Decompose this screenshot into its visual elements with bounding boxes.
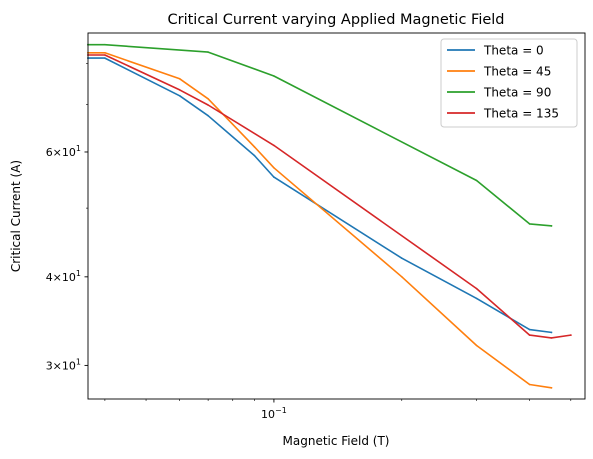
legend-label-2: Theta = 90 <box>483 86 551 100</box>
data-point-0-5 <box>273 176 275 178</box>
data-point-2-5 <box>528 223 531 225</box>
chart-title: Critical Current varying Applied Magneti… <box>167 12 504 28</box>
data-point-3-6 <box>528 334 531 336</box>
data-point-3-3 <box>207 104 209 106</box>
x-axis-label: Magnetic Field (T) <box>283 434 390 448</box>
data-point-1-7 <box>475 344 478 347</box>
data-point-0-9 <box>550 331 553 334</box>
data-point-3-5 <box>475 287 478 290</box>
legend-box <box>440 38 578 128</box>
series-line-1 <box>87 51 553 389</box>
data-point-1-9 <box>550 387 553 389</box>
legend-label-3: Theta = 135 <box>483 107 559 121</box>
y-tick-label-2: 6×101 <box>46 144 81 159</box>
data-point-2-1 <box>104 43 106 46</box>
legend: Theta = 0 Theta = 45 Theta = 90 Theta = 135 <box>440 38 578 128</box>
data-point-1-6 <box>401 276 403 278</box>
x-tick-label-0: 10−1 <box>261 406 287 421</box>
y-tick-label-0: 3×101 <box>46 357 81 372</box>
data-point-1-3 <box>207 98 209 100</box>
data-point-1-2 <box>178 78 181 80</box>
data-point-0-3 <box>207 114 209 117</box>
data-point-1-4 <box>253 146 256 148</box>
data-point-2-4 <box>475 179 478 182</box>
data-point-1-5 <box>273 167 275 169</box>
data-point-0-2 <box>178 95 181 97</box>
y-tick-label-1: 4×101 <box>46 269 81 284</box>
legend-label-1: Theta = 45 <box>483 65 551 79</box>
legend-label-0: Theta = 0 <box>483 44 544 58</box>
data-point-0-8 <box>528 328 531 331</box>
data-point-2-6 <box>550 225 553 227</box>
series-line-0 <box>87 57 553 334</box>
data-point-0-7 <box>475 297 478 300</box>
plot-frame <box>87 32 586 400</box>
data-point-1-1 <box>104 52 106 54</box>
data-point-0-1 <box>104 57 106 59</box>
data-point-3-7 <box>550 337 553 339</box>
data-point-3-8 <box>570 334 572 336</box>
data-point-0-6 <box>401 257 403 260</box>
y-axis-ticks: 3×101 4×101 6×101 <box>46 63 88 372</box>
y-axis-label: Critical Current (A) <box>9 160 23 272</box>
data-point-3-2 <box>178 89 181 91</box>
data-point-0-4 <box>253 154 256 157</box>
x-axis-ticks: 10−1 <box>104 399 572 421</box>
data-point-1-8 <box>528 383 531 386</box>
data-point-2-2 <box>207 51 209 53</box>
series-layer <box>87 43 572 389</box>
data-point-3-4 <box>273 144 275 147</box>
data-point-2-3 <box>273 75 275 77</box>
data-point-3-1 <box>104 54 106 56</box>
